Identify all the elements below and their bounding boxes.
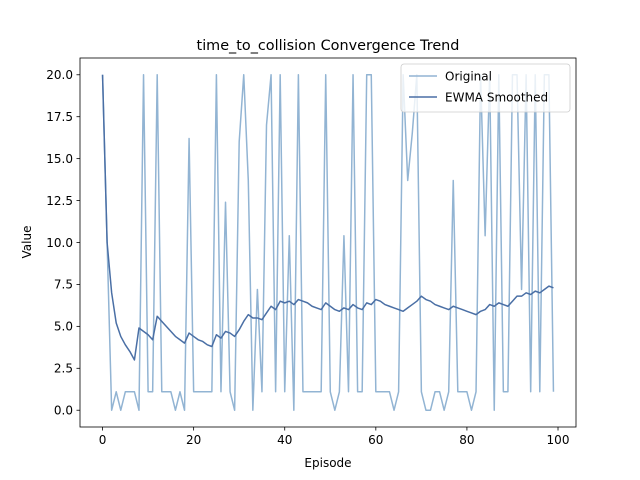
legend-label-1: EWMA Smoothed xyxy=(445,90,548,104)
y-tick-label: 10.0 xyxy=(46,236,73,250)
series-line-0 xyxy=(101,74,555,411)
y-tick-label: 0.0 xyxy=(54,404,73,418)
x-tick-label: 60 xyxy=(368,433,383,447)
y-tick-label: 20.0 xyxy=(46,68,73,82)
series-line-1 xyxy=(101,74,554,361)
x-tick-label: 100 xyxy=(547,433,570,447)
x-axis: 0 20 40 60 80 100 xyxy=(99,427,570,447)
y-axis: 0.0 2.5 5.0 7.5 10.0 12.5 15.0 17.5 20.0 xyxy=(46,68,80,418)
series-layer xyxy=(101,74,555,411)
x-axis-label: Episode xyxy=(304,456,351,470)
y-tick-label: 2.5 xyxy=(54,362,73,376)
x-tick-label: 20 xyxy=(186,433,201,447)
legend-label-0: Original xyxy=(445,69,492,83)
y-tick-label: 17.5 xyxy=(46,110,73,124)
y-tick-label: 7.5 xyxy=(54,278,73,292)
y-tick-label: 5.0 xyxy=(54,320,73,334)
x-tick-label: 80 xyxy=(459,433,474,447)
legend: Original EWMA Smoothed xyxy=(400,63,571,113)
y-tick-label: 15.0 xyxy=(46,152,73,166)
legend-box xyxy=(400,63,571,113)
y-axis-label: Value xyxy=(20,226,34,259)
x-tick-label: 40 xyxy=(277,433,292,447)
x-tick-label: 0 xyxy=(99,433,107,447)
chart-title: time_to_collision Convergence Trend xyxy=(197,38,460,54)
plot-area xyxy=(79,57,577,428)
y-tick-label: 12.5 xyxy=(46,194,73,208)
